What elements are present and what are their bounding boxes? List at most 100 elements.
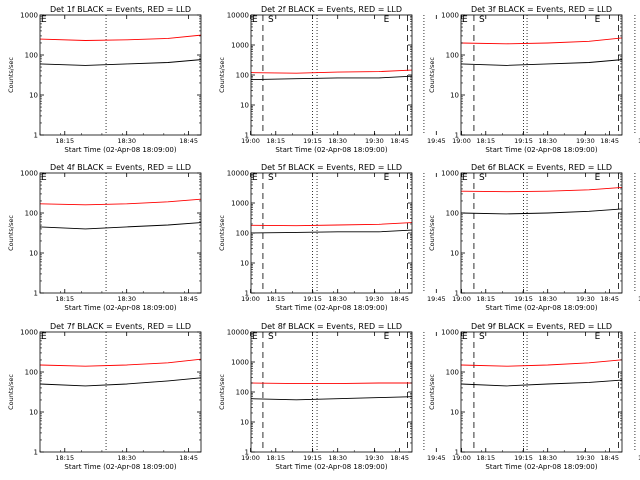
region-label: E <box>384 173 390 183</box>
x-tick-label: 19:00 <box>241 137 260 145</box>
x-tick-label: 19:30 <box>365 454 384 462</box>
x-tick-label: 18:30 <box>538 295 557 303</box>
y-tick-label: 10 <box>450 250 459 258</box>
y-tick-label: 1 <box>245 132 249 140</box>
x-tick-label: 19:45 <box>427 137 446 145</box>
region-label: S <box>268 173 274 183</box>
panel-det-3f: Det 3f BLACK = Events, RED = LLD Counts/s… <box>428 5 623 154</box>
series-line-events <box>461 59 622 66</box>
y-axis-label: Counts/sec <box>7 374 15 410</box>
y-tick-label: 10000 <box>227 12 249 20</box>
plot-frame <box>250 331 413 453</box>
y-tick-label: 1 <box>34 449 38 457</box>
region-label: E <box>41 15 47 25</box>
x-axis-label: Start Time (02-Apr-08 18:09:00) <box>275 304 387 312</box>
y-axis-label: Counts/sec <box>7 57 15 93</box>
plot-frame <box>460 172 623 294</box>
panel-det-1f: Det 1f BLACK = Events, RED = LLD Counts/s… <box>7 5 446 154</box>
x-tick-label: 19:30 <box>576 454 595 462</box>
x-tick-label: 18:15 <box>266 295 285 303</box>
plot-frame <box>460 331 623 453</box>
x-tick-label: 18:15 <box>476 454 495 462</box>
series-line-lld <box>251 222 412 227</box>
series-line-events <box>40 222 201 230</box>
region-label: E <box>595 15 601 25</box>
x-tick-label: 18:30 <box>328 454 347 462</box>
region-label: E <box>384 15 390 25</box>
region-label: S <box>268 332 274 342</box>
series-line-events <box>251 229 412 234</box>
y-tick-label: 100 <box>25 369 38 377</box>
region-label: S <box>479 173 485 183</box>
y-tick-label: 10 <box>29 409 38 417</box>
x-tick-label: 18:15 <box>266 137 285 145</box>
panel-title: Det 6f BLACK = Events, RED = LLD <box>471 163 612 172</box>
x-tick-label: 18:15 <box>55 137 74 145</box>
y-tick-label: 100 <box>236 389 249 397</box>
x-tick-label: 18:30 <box>328 137 347 145</box>
panel-title: Det 3f BLACK = Events, RED = LLD <box>471 5 612 14</box>
y-tick-label: 10 <box>29 92 38 100</box>
x-tick-label: 18:15 <box>476 295 495 303</box>
region-label: E <box>252 332 258 342</box>
x-tick-label: 19:30 <box>365 137 384 145</box>
y-tick-label: 10000 <box>227 170 249 178</box>
y-tick-label: 1 <box>34 132 38 140</box>
region-label: E <box>595 332 601 342</box>
y-tick-label: 10 <box>240 260 249 268</box>
series-line-events <box>40 59 201 66</box>
y-tick-label: 1000 <box>441 12 459 20</box>
region-label: S <box>479 332 485 342</box>
plot-frame <box>39 331 202 453</box>
panel-det-2f: Det 2f BLACK = Events, RED = LLD Counts/s… <box>218 5 640 154</box>
panel-det-5f: Det 5f BLACK = Events, RED = LLD Counts/s… <box>218 163 640 312</box>
x-tick-label: 19:00 <box>452 137 471 145</box>
y-tick-label: 1000 <box>441 329 459 337</box>
panel-title: Det 8f BLACK = Events, RED = LLD <box>261 322 402 331</box>
panel-title: Det 4f BLACK = Events, RED = LLD <box>50 163 191 172</box>
x-axis-label: Start Time (02-Apr-08 18:09:00) <box>64 146 176 154</box>
region-label: E <box>462 15 468 25</box>
x-axis-label: Start Time (02-Apr-08 18:09:00) <box>275 146 387 154</box>
series-line-events <box>461 208 622 215</box>
x-tick-label: 18:30 <box>538 454 557 462</box>
series-line-lld <box>40 198 201 206</box>
x-tick-label: 18:45 <box>179 454 198 462</box>
x-tick-label: 18:15 <box>266 454 285 462</box>
y-tick-label: 1000 <box>20 12 38 20</box>
panel-title: Det 2f BLACK = Events, RED = LLD <box>261 5 402 14</box>
panel-det-6f: Det 6f BLACK = Events, RED = LLD Counts/s… <box>428 163 623 312</box>
y-axis-label: Counts/sec <box>218 215 226 251</box>
panel-title: Det 1f BLACK = Events, RED = LLD <box>50 5 191 14</box>
region-label: E <box>384 332 390 342</box>
region-label: E <box>252 15 258 25</box>
y-tick-label: 1000 <box>231 42 249 50</box>
x-tick-label: 18:45 <box>600 454 619 462</box>
x-tick-label: 18:15 <box>55 295 74 303</box>
y-axis-label: Counts/sec <box>428 374 436 410</box>
x-tick-label: 19:45 <box>638 454 640 462</box>
region-label: E <box>462 332 468 342</box>
y-tick-label: 100 <box>25 52 38 60</box>
series-line-events <box>251 396 412 401</box>
panel-det-9f: Det 9f BLACK = Events, RED = LLD Counts/s… <box>428 322 623 471</box>
x-tick-label: 18:45 <box>179 295 198 303</box>
x-axis-label: Start Time (02-Apr-08 18:09:00) <box>485 304 597 312</box>
y-tick-label: 10 <box>240 102 249 110</box>
x-axis-label: Start Time (02-Apr-08 18:09:00) <box>485 463 597 471</box>
panel-det-8f: Det 8f BLACK = Events, RED = LLD Counts/s… <box>218 322 640 471</box>
region-label: S <box>268 15 274 25</box>
x-tick-label: 19:30 <box>576 295 595 303</box>
panel-title: Det 7f BLACK = Events, RED = LLD <box>50 322 191 331</box>
region-label: E <box>252 173 258 183</box>
region-label: S <box>479 15 485 25</box>
y-tick-label: 10000 <box>227 329 249 337</box>
x-tick-label: 19:45 <box>427 295 446 303</box>
y-tick-label: 100 <box>236 72 249 80</box>
series-line-events <box>40 377 201 387</box>
x-tick-label: 18:15 <box>55 454 74 462</box>
y-tick-label: 10 <box>450 409 459 417</box>
y-tick-label: 1 <box>455 449 459 457</box>
region-label: E <box>595 173 601 183</box>
series-line-lld <box>251 69 412 74</box>
